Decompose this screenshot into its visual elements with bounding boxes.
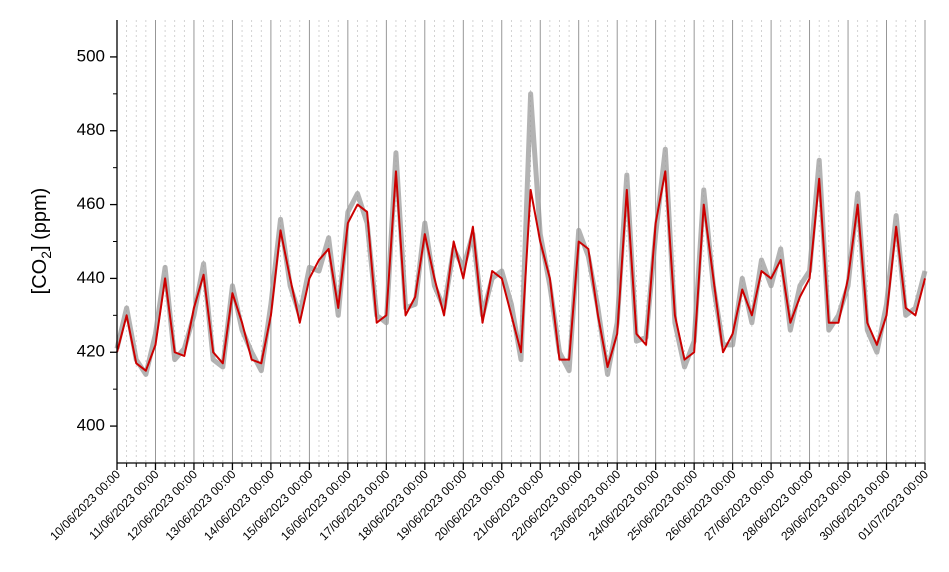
x-tick-label: 01/07/2023 00:00: [855, 467, 931, 543]
x-tick-label: 12/06/2023 00:00: [124, 467, 200, 543]
y-tick-label: 420: [77, 342, 105, 361]
x-tick-label: 13/06/2023 00:00: [163, 467, 239, 543]
x-tick-label: 27/06/2023 00:00: [701, 467, 777, 543]
x-tick-label: 15/06/2023 00:00: [240, 467, 316, 543]
grid: [116, 20, 926, 463]
y-label-subscript: 2: [38, 251, 54, 259]
y-tick-label: 460: [77, 194, 105, 213]
x-tick-label: 30/06/2023 00:00: [817, 467, 893, 543]
y-tick-label: 400: [77, 416, 105, 435]
x-tick-label: 24/06/2023 00:00: [586, 467, 662, 543]
x-tick-label: 17/06/2023 00:00: [316, 467, 392, 543]
y-tick-label: 440: [77, 268, 105, 287]
x-tick-label: 29/06/2023 00:00: [778, 467, 854, 543]
x-tick-label: 22/06/2023 00:00: [509, 467, 585, 543]
y-tick-label: 480: [77, 120, 105, 139]
plot-area: [114, 91, 928, 377]
x-tick-label: 20/06/2023 00:00: [432, 467, 508, 543]
x-tick-label: 19/06/2023 00:00: [393, 467, 469, 543]
x-tick-label: 10/06/2023 00:00: [47, 467, 123, 543]
x-tick-label: 26/06/2023 00:00: [663, 467, 739, 543]
x-tick-label: 11/06/2023 00:00: [86, 467, 162, 543]
x-tick-label: 25/06/2023 00:00: [624, 467, 700, 543]
y-tick-label: 500: [77, 46, 105, 65]
smoothed-line: [116, 170, 926, 372]
x-tick-label: 21/06/2023 00:00: [470, 467, 546, 543]
y-label-part: [CO: [29, 259, 51, 295]
x-tick-label: 14/06/2023 00:00: [201, 467, 277, 543]
y-label-part: ] (ppm): [29, 188, 51, 251]
x-tick-label: 18/06/2023 00:00: [355, 467, 431, 543]
raw-line: [114, 91, 928, 377]
x-tick-label: 16/06/2023 00:00: [278, 467, 354, 543]
y-axis-label: [CO2] (ppm): [29, 188, 54, 295]
x-tick-label: 23/06/2023 00:00: [547, 467, 623, 543]
x-tick-label: 28/06/2023 00:00: [740, 467, 816, 543]
